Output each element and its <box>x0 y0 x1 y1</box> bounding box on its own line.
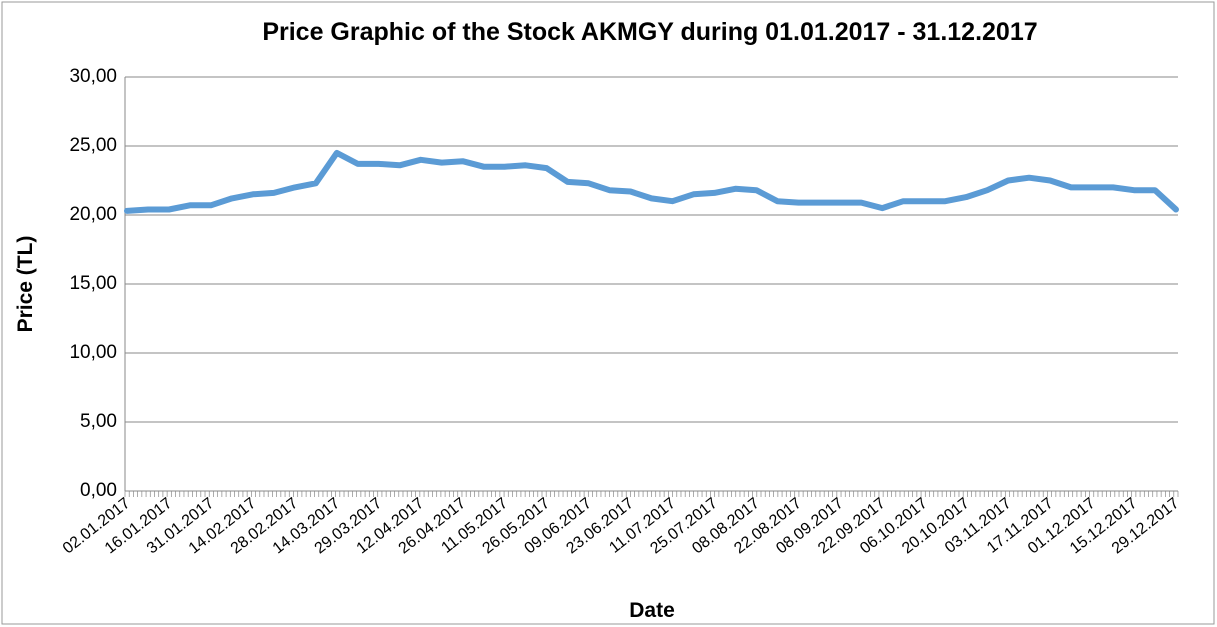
x-axis-title: Date <box>629 599 675 622</box>
y-tick-label: 10,00 <box>69 342 117 363</box>
y-tick-label: 0,00 <box>80 480 117 501</box>
y-tick-label: 20,00 <box>69 204 117 225</box>
y-tick-label: 25,00 <box>69 135 117 156</box>
y-axis-title: Price (TL) <box>14 236 37 333</box>
y-tick-label: 30,00 <box>69 66 117 87</box>
chart-title: Price Graphic of the Stock AKMGY during … <box>262 18 1037 46</box>
y-tick-label: 5,00 <box>80 411 117 432</box>
y-tick-label: 15,00 <box>69 273 117 294</box>
price-line <box>124 149 1179 214</box>
